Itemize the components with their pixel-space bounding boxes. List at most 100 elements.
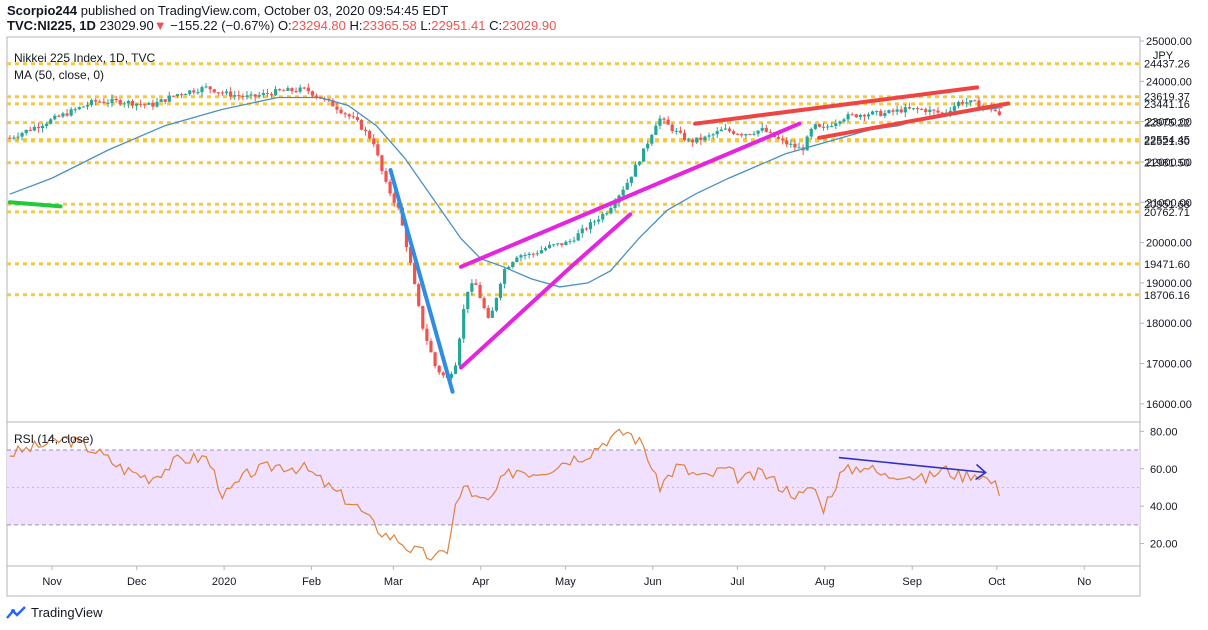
arrow-head-icon bbox=[975, 463, 987, 481]
candle-body bbox=[960, 102, 965, 104]
candle-body bbox=[866, 114, 871, 117]
magenta-mid[interactable] bbox=[569, 212, 633, 269]
candle-body bbox=[265, 93, 270, 95]
candle-body bbox=[870, 111, 875, 115]
price-level-label: 20951.68 bbox=[1144, 199, 1190, 211]
candle-body bbox=[290, 88, 294, 92]
candle-body bbox=[809, 128, 813, 137]
candle-body bbox=[695, 137, 699, 143]
candle-body bbox=[98, 101, 102, 103]
published-text: published on TradingView.com, October 03… bbox=[80, 3, 449, 18]
time-tick-label: 2020 bbox=[212, 576, 236, 588]
candle-body bbox=[437, 366, 441, 373]
candle-body bbox=[731, 131, 736, 134]
candle-body bbox=[543, 248, 548, 251]
candle-body bbox=[143, 104, 147, 106]
candle-body bbox=[351, 116, 355, 118]
author-name[interactable]: Scorpio244 bbox=[7, 3, 78, 18]
candle-body bbox=[973, 100, 977, 102]
candle-body bbox=[658, 118, 662, 126]
candle-body bbox=[592, 221, 597, 223]
candle-body bbox=[568, 241, 572, 243]
price-level-label: 20762.71 bbox=[1144, 207, 1190, 219]
candle-body bbox=[899, 109, 903, 113]
candle-body bbox=[216, 92, 220, 94]
candle-body bbox=[621, 189, 625, 196]
magenta-upper[interactable] bbox=[459, 121, 802, 269]
price-level-label: 21981.50 bbox=[1144, 158, 1190, 170]
time-tick-label: Mar bbox=[384, 576, 403, 588]
candle-body bbox=[372, 138, 376, 145]
candle-body bbox=[339, 109, 343, 114]
candle-body bbox=[286, 88, 290, 91]
candle-body bbox=[413, 262, 417, 285]
candle-body bbox=[764, 127, 768, 132]
candle-body bbox=[392, 193, 396, 203]
rsi-indicator-label: RSI (14, close) bbox=[14, 432, 93, 446]
candle-body bbox=[363, 129, 368, 131]
candle-body bbox=[396, 202, 400, 208]
red-lower[interactable] bbox=[817, 101, 1011, 140]
candle-body bbox=[478, 284, 482, 299]
candle-body bbox=[388, 181, 392, 194]
candle-body bbox=[453, 365, 458, 374]
candle-body bbox=[637, 161, 642, 165]
candle-body bbox=[515, 257, 519, 263]
candle-body bbox=[24, 129, 28, 134]
candle-body bbox=[547, 244, 552, 249]
green-trendline[interactable] bbox=[7, 200, 63, 209]
magenta-lower[interactable] bbox=[459, 264, 573, 370]
red-upper[interactable] bbox=[693, 85, 980, 126]
candle-body bbox=[45, 123, 49, 126]
candle-body bbox=[302, 87, 306, 89]
currency-label: JPY bbox=[1153, 50, 1174, 62]
candle-body bbox=[535, 253, 539, 255]
candle-body bbox=[269, 93, 274, 96]
candle-body bbox=[224, 91, 229, 94]
candle-body bbox=[32, 126, 36, 131]
candle-body bbox=[650, 134, 654, 144]
price-tick-label: 24000.00 bbox=[1146, 76, 1192, 88]
candle-body bbox=[417, 284, 421, 306]
candle-body bbox=[703, 136, 707, 141]
candle-body bbox=[90, 100, 94, 105]
candle-body bbox=[498, 283, 503, 298]
candle-body bbox=[486, 307, 490, 318]
candle-body bbox=[911, 108, 916, 110]
candle-body bbox=[253, 94, 257, 97]
price-level-label: 24437.26 bbox=[1144, 59, 1190, 71]
candle-body bbox=[699, 137, 703, 141]
candle-body bbox=[556, 243, 560, 245]
candle-body bbox=[781, 138, 785, 141]
rsi-layer bbox=[7, 428, 1140, 561]
rsi-divergence-arrow[interactable] bbox=[838, 456, 986, 474]
candle-body bbox=[466, 291, 470, 310]
candle-body bbox=[200, 87, 204, 93]
tradingview-brand[interactable]: TradingView bbox=[6, 605, 103, 620]
ma-layer bbox=[9, 96, 1003, 288]
candle-body bbox=[110, 98, 114, 103]
candle-body bbox=[686, 139, 691, 141]
open-label: O: bbox=[277, 18, 292, 33]
candle-body bbox=[507, 267, 511, 270]
candle-body bbox=[887, 110, 891, 113]
blue-trendline[interactable] bbox=[388, 168, 455, 394]
candle-body bbox=[744, 134, 748, 136]
candle-body bbox=[846, 114, 850, 120]
candle-body bbox=[576, 233, 580, 241]
time-tick-label: Sep bbox=[902, 576, 922, 588]
candle-body bbox=[678, 130, 683, 133]
time-tick-label: Apr bbox=[472, 576, 489, 588]
candle-body bbox=[335, 106, 339, 110]
low-label: L: bbox=[420, 18, 432, 33]
ohlc-line: TVC:NI225, 1D 23029.90▼ −155.22 (−0.67%)… bbox=[7, 18, 556, 33]
candle-body bbox=[915, 108, 920, 110]
candle-body bbox=[192, 90, 196, 93]
candle-body bbox=[425, 328, 429, 341]
candle-body bbox=[118, 100, 122, 105]
candle-body bbox=[12, 137, 16, 139]
candle-body bbox=[126, 100, 131, 104]
candle-body bbox=[597, 219, 601, 222]
